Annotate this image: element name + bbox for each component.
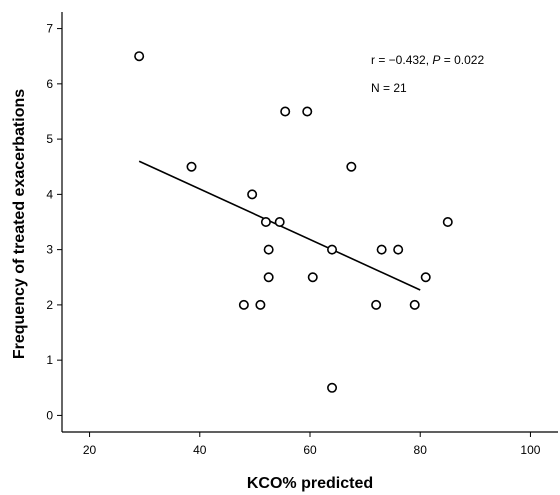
- data-point: [442, 217, 453, 228]
- y-tick-label: 4: [46, 187, 53, 201]
- x-tick-label: 80: [414, 443, 428, 457]
- y-tick-label: 7: [46, 22, 53, 36]
- data-point: [263, 244, 274, 255]
- data-point: [409, 299, 420, 310]
- x-tick-label: 100: [520, 443, 540, 457]
- axes: 0 1 2 3 4 5 6 7 20 40 60 80 100: [46, 12, 558, 457]
- data-point: [420, 272, 431, 283]
- y-tick-label: 6: [46, 77, 53, 91]
- data-point: [238, 299, 249, 310]
- y-axis-title: Frequency of treated exacerbations: [11, 89, 28, 359]
- data-point: [327, 382, 338, 393]
- data-point: [186, 161, 197, 172]
- data-point: [302, 106, 313, 117]
- y-tick-label: 5: [46, 132, 53, 146]
- sample-size-annotation: N = 21: [371, 81, 407, 95]
- data-point: [327, 244, 338, 255]
- x-tick-label: 60: [303, 443, 317, 457]
- data-point: [307, 272, 318, 283]
- data-point: [247, 189, 258, 200]
- y-tick-label: 1: [46, 353, 53, 367]
- data-points: [134, 51, 453, 393]
- correlation-annotation: r = −0.432, P = 0.022: [371, 53, 484, 67]
- y-tick-label: 0: [46, 408, 53, 422]
- data-point: [134, 51, 145, 62]
- data-point: [371, 299, 382, 310]
- x-axis-title: KCO% predicted: [247, 475, 373, 492]
- data-point: [393, 244, 404, 255]
- data-point: [376, 244, 387, 255]
- data-point: [274, 217, 285, 228]
- data-point: [263, 272, 274, 283]
- x-tick-label: 20: [83, 443, 97, 457]
- y-tick-label: 2: [46, 298, 53, 312]
- data-point: [260, 217, 271, 228]
- data-point: [346, 161, 357, 172]
- data-point: [255, 299, 266, 310]
- x-tick-label: 40: [193, 443, 207, 457]
- data-point: [280, 106, 291, 117]
- y-tick-label: 3: [46, 243, 53, 257]
